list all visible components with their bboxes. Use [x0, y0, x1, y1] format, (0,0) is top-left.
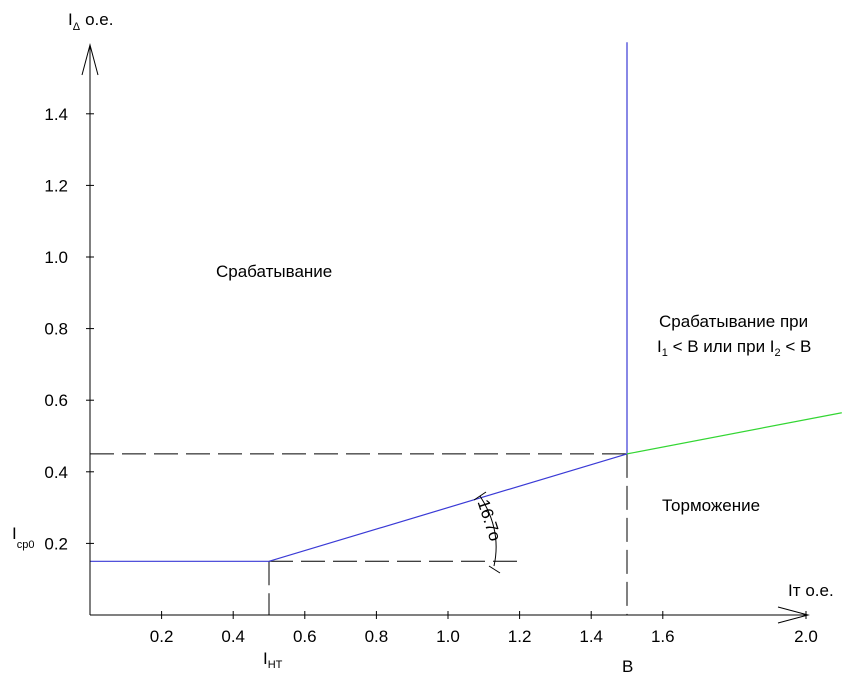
angle-arc-tick-top [473, 491, 487, 501]
restrain-region-label: Торможение [662, 496, 760, 515]
x-tick-label: 1.4 [579, 627, 603, 646]
y-tick-label: 1.2 [44, 176, 68, 195]
x-tick-label: 1.0 [436, 627, 460, 646]
angle-value: 16.7o [474, 497, 505, 543]
x-tick-label: 1.6 [651, 627, 675, 646]
x-tick-label: 0.8 [365, 627, 389, 646]
y-tick-label: 0.4 [44, 463, 68, 482]
x-tick-label: 2.0 [794, 627, 818, 646]
operate-condition-line1: Срабатывание при [659, 312, 808, 331]
x-ticks: 0.2 0.4 0.6 0.8 1.0 1.2 1.4 1.6 2.0 [150, 611, 818, 646]
y-tick-label: 0.6 [44, 391, 68, 410]
angle-arc [479, 495, 497, 567]
series-line-2 [626, 412, 842, 455]
x-tick-label: 0.6 [293, 627, 317, 646]
x-axis-arrow [777, 606, 810, 624]
reference-lines [90, 453, 628, 615]
y-tick-label: 0.8 [44, 320, 68, 339]
x-axis-label: Iт о.е. [788, 581, 834, 600]
operate-region-label: Срабатывание [216, 262, 332, 281]
y-axis-label: IΔ о.е. [68, 10, 113, 33]
y-axis-arrow [81, 43, 99, 76]
angle-arc-tick-bottom [488, 565, 501, 574]
y-tick-label: 1.4 [44, 105, 68, 124]
x-tick-label: 1.2 [508, 627, 532, 646]
operate-condition-line2: I1 < B или при I2 < B [657, 337, 811, 359]
b-label: B [622, 657, 633, 675]
characteristic-series [90, 42, 842, 562]
y-tick-label: 0.2 [44, 534, 68, 553]
iht-label: IНТ [263, 649, 283, 671]
x-tick-label: 0.4 [221, 627, 245, 646]
y-tick-label: 1.0 [44, 248, 68, 267]
x-tick-label: 0.2 [150, 627, 174, 646]
series-line-0 [90, 453, 628, 562]
icp0-label: Iср0 [12, 524, 34, 551]
y-ticks: 0.2 0.4 0.6 0.8 1.0 1.2 1.4 [44, 105, 94, 553]
